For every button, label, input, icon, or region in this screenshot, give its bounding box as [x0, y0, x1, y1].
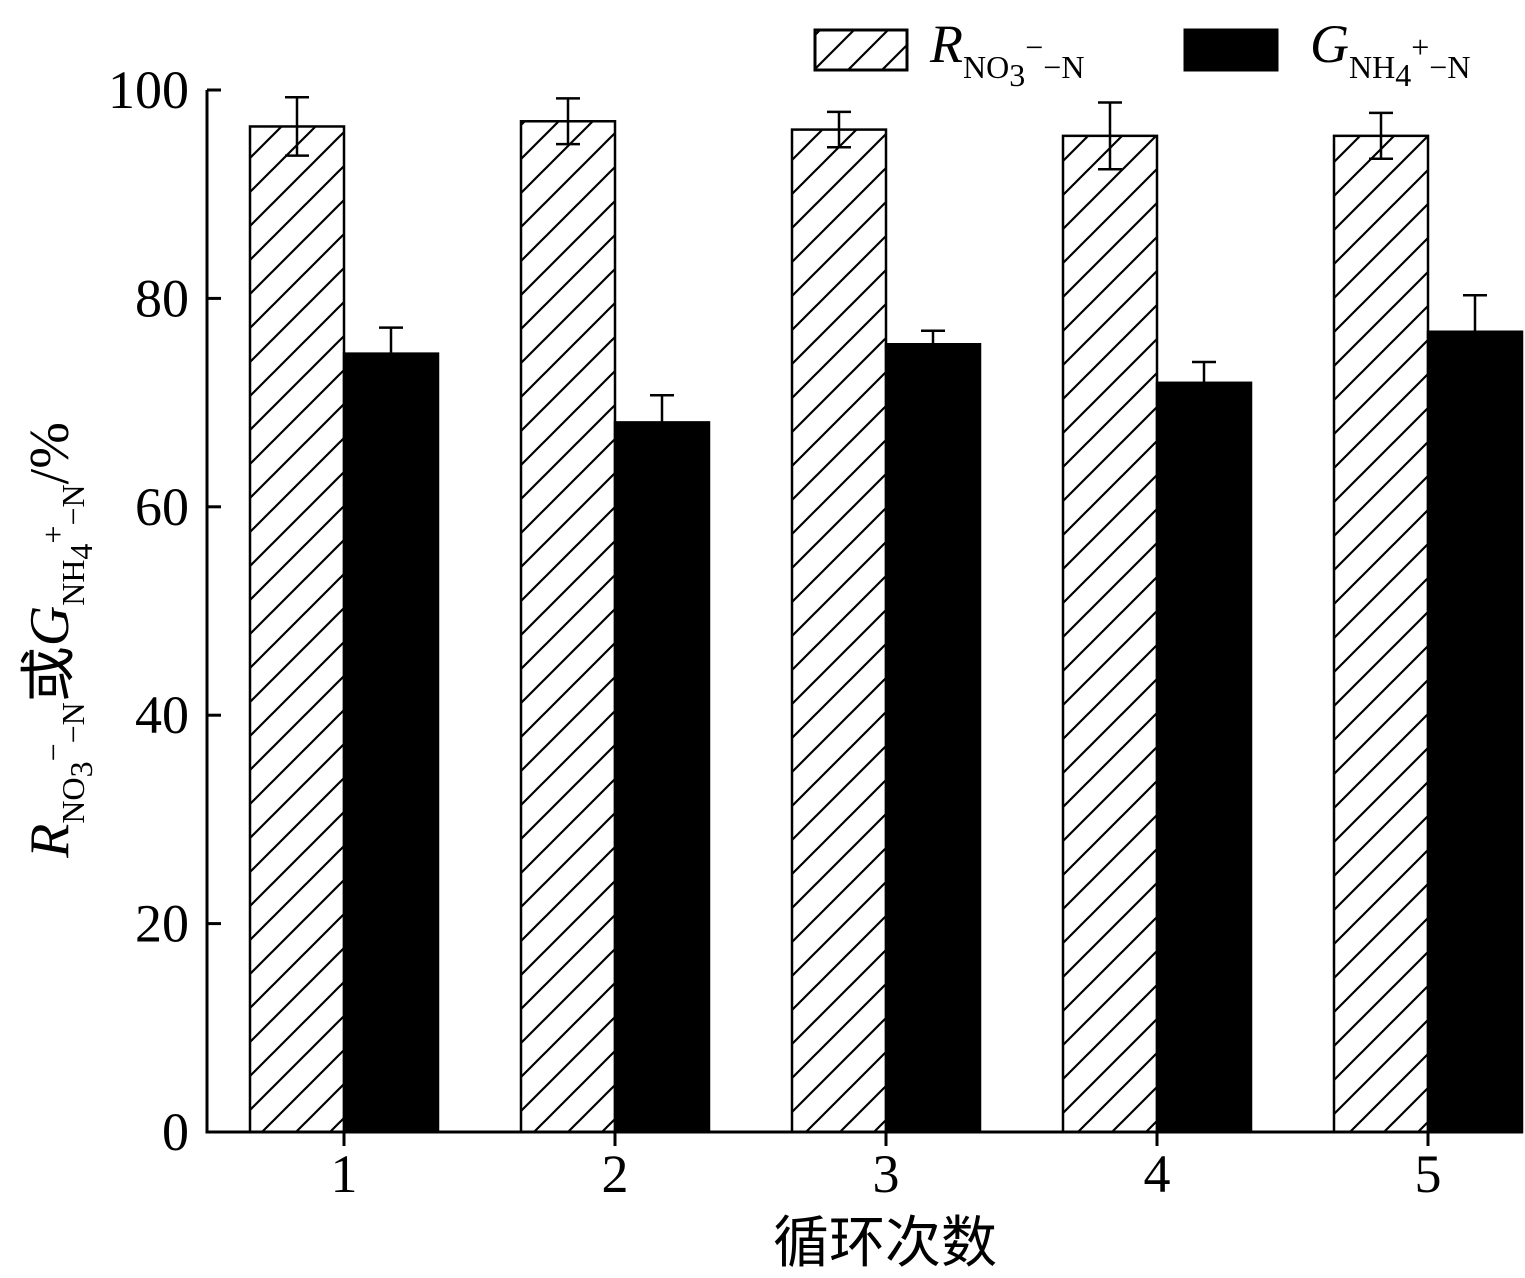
- x-tick-label-4: 4: [1144, 1144, 1171, 1204]
- y-axis-title: RNO3−−N或GNH4+−N/%: [19, 422, 99, 859]
- y-tick-label-60: 60: [135, 477, 189, 537]
- legend-label-g: GNH4+−N: [1310, 14, 1470, 93]
- bar-series1-cat1: [248, 125, 346, 1134]
- x-tick-label-2: 2: [602, 1144, 629, 1204]
- svg-text:RNO3−−N或GNH4+−N/%: RNO3−−N或GNH4+−N/%: [19, 422, 99, 859]
- bar-series2-cat2: [613, 421, 711, 1134]
- bar-series1-cat3: [790, 128, 888, 1134]
- bar-series2-cat4: [1155, 381, 1253, 1134]
- y-tick-label-100: 100: [108, 60, 189, 120]
- y-tick-label-0: 0: [162, 1102, 189, 1162]
- y-tick-label-40: 40: [135, 685, 189, 745]
- bar-series1-cat2: [519, 120, 617, 1134]
- x-tick-label-5: 5: [1415, 1144, 1442, 1204]
- y-tick-label-80: 80: [135, 268, 189, 328]
- bar-series1-cat5: [1332, 134, 1430, 1134]
- plot-area: 0 20 40 60 80 100 1 2 3 4 5: [108, 60, 1524, 1204]
- legend-swatch-hatched: [813, 28, 909, 72]
- y-tick-label-20: 20: [135, 894, 189, 954]
- x-tick-label-1: 1: [331, 1144, 358, 1204]
- bar-series2-cat3: [884, 342, 982, 1134]
- legend-label-r: RNO3−−N: [929, 14, 1084, 93]
- legend-swatch-solid: [1183, 28, 1279, 72]
- bar-series2-cat5: [1426, 330, 1524, 1134]
- bar-series2-cat1: [342, 352, 440, 1134]
- bar-series1-cat4: [1061, 134, 1159, 1134]
- legend: RNO3−−N GNH4+−N: [813, 14, 1470, 93]
- x-tick-label-3: 3: [873, 1144, 900, 1204]
- x-axis-title: 循环次数: [773, 1213, 997, 1275]
